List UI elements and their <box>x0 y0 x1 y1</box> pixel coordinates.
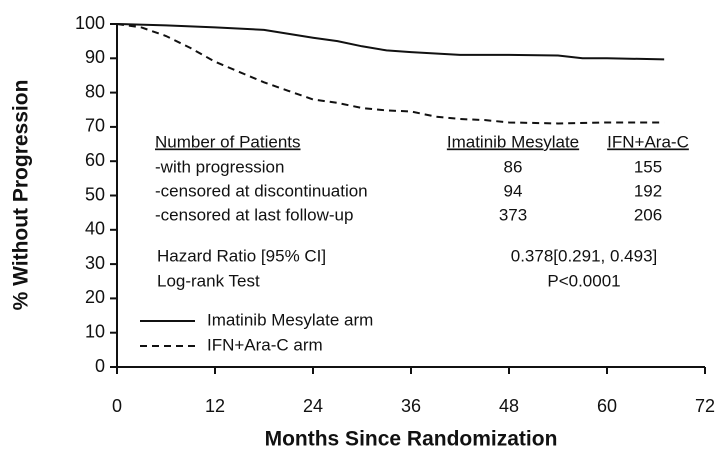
y-tick-label: 70 <box>85 116 105 136</box>
table-header: IFN+Ara-C <box>607 132 689 151</box>
y-tick-label: 50 <box>85 184 105 204</box>
stat-label: Hazard Ratio [95% CI] <box>157 246 326 265</box>
table-cell: -censored at discontinuation <box>155 181 368 200</box>
table-cell: 86 <box>504 157 523 176</box>
y-tick-label: 40 <box>85 219 105 239</box>
table-cell: -with progression <box>155 157 284 176</box>
y-tick-label: 90 <box>85 47 105 67</box>
x-tick-label: 12 <box>205 396 225 416</box>
y-tick-label: 10 <box>85 321 105 341</box>
table-header: Number of Patients <box>155 132 301 151</box>
table-cell: 155 <box>634 157 662 176</box>
survival-curve <box>116 23 665 125</box>
x-tick-label: 60 <box>597 396 617 416</box>
table-cell: -censored at last follow-up <box>155 205 353 224</box>
survival-curve <box>116 23 665 61</box>
stat-label: Log-rank Test <box>157 271 260 290</box>
y-axis-title: % Without Progression <box>10 80 33 311</box>
x-tick-label: 36 <box>401 396 421 416</box>
stat-value: 0.378[0.291, 0.493] <box>511 246 658 265</box>
y-tick-label: 80 <box>85 81 105 101</box>
table-cell: 373 <box>499 205 527 224</box>
y-tick-label: 20 <box>85 287 105 307</box>
y-tick-label: 60 <box>85 150 105 170</box>
legend-label: IFN+Ara-C arm <box>207 335 323 354</box>
stat-value: P<0.0001 <box>547 271 620 290</box>
y-tick-label: 100 <box>75 13 105 33</box>
x-tick-label: 24 <box>303 396 323 416</box>
x-tick-label: 0 <box>112 396 122 416</box>
y-tick-label: 0 <box>95 356 105 376</box>
legend-label: Imatinib Mesylate arm <box>207 310 373 329</box>
table-cell: 94 <box>504 181 523 200</box>
x-tick-label: 48 <box>499 396 519 416</box>
table-cell: 206 <box>634 205 662 224</box>
table-cell: 192 <box>634 181 662 200</box>
x-axis-title: Months Since Randomization <box>265 428 558 451</box>
y-tick-label: 30 <box>85 253 105 273</box>
table-header: Imatinib Mesylate <box>447 132 579 151</box>
x-tick-label: 72 <box>695 396 715 416</box>
